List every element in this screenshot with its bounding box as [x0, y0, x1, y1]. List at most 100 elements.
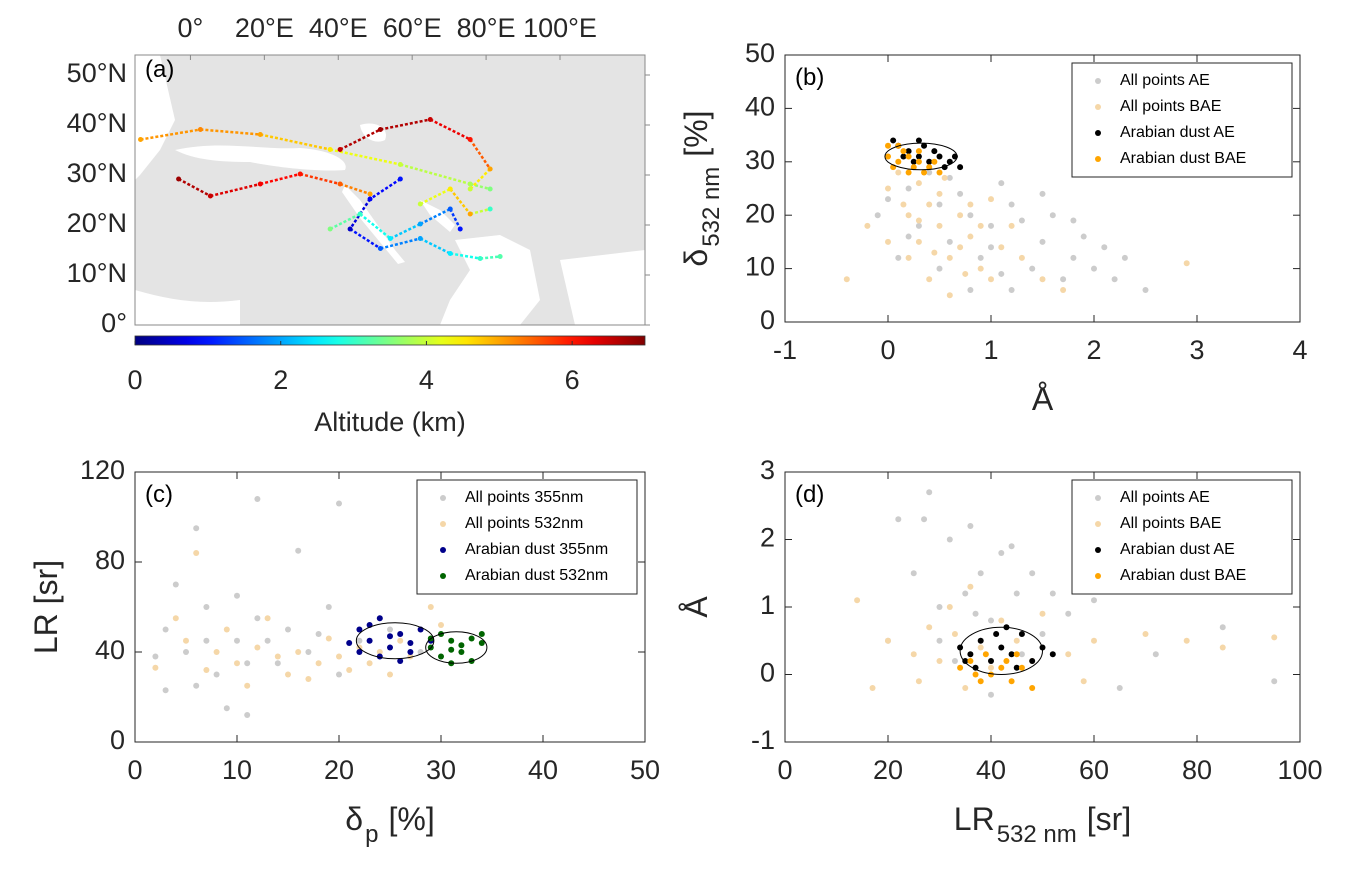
scatter-point: [438, 622, 444, 628]
scatter-point: [977, 637, 984, 644]
scatter-point: [427, 604, 434, 610]
axis-label: LR [sr]: [28, 560, 64, 654]
trajectory-point: [427, 117, 433, 122]
land: [135, 55, 645, 325]
scatter-point: [993, 631, 1000, 637]
scatter-point: [356, 626, 363, 633]
legend-marker: [1095, 156, 1101, 162]
trajectory-point: [397, 176, 403, 182]
scatter-point: [244, 660, 251, 667]
scatter-point: [356, 649, 363, 655]
scatter-point: [957, 212, 964, 219]
scatter-point: [905, 153, 912, 160]
scatter-point: [1065, 651, 1072, 658]
scatter-point: [274, 653, 281, 660]
scatter-point: [172, 581, 179, 588]
scatter-point: [1049, 212, 1056, 219]
scatter-point: [1183, 637, 1190, 644]
x-tick-label: 10: [222, 755, 252, 785]
scatter-point: [915, 678, 922, 685]
scatter-point: [885, 238, 891, 245]
trajectory-segment: [419, 187, 451, 206]
scatter-point: [1065, 610, 1072, 617]
atlantic: [135, 55, 175, 180]
scatter-point: [203, 667, 210, 673]
trajectory-point: [367, 196, 373, 202]
scatter-point: [921, 516, 928, 523]
trajectory-point: [487, 166, 493, 172]
scatter-point: [1018, 254, 1025, 261]
colorbar-tick-label: 6: [565, 365, 580, 395]
trajectory-point: [497, 254, 503, 259]
scatter-point: [988, 222, 994, 229]
scatter-point: [1091, 265, 1097, 272]
scatter-point: [910, 164, 917, 171]
scatter-point: [905, 254, 912, 261]
legend-marker: [440, 547, 446, 553]
persian-gulf: [420, 200, 455, 232]
scatter-point: [295, 649, 302, 655]
trajectory-point: [487, 186, 493, 192]
scatter-point: [936, 265, 943, 272]
scatter-point: [946, 254, 953, 261]
scatter-point: [931, 158, 938, 165]
trajectory-point: [138, 137, 144, 142]
trajectory-point: [467, 181, 473, 187]
legend-marker: [1095, 521, 1101, 527]
trajectory-point: [417, 236, 423, 241]
trajectory-segment: [450, 252, 481, 260]
scatter-point: [931, 249, 938, 256]
trajectory-segment: [349, 198, 372, 230]
scatter-point: [988, 691, 994, 698]
scatter-point: [1219, 644, 1226, 651]
scatter-point: [407, 649, 414, 655]
scatter-point: [885, 637, 891, 644]
trajectory-segment: [200, 128, 261, 136]
arabian-sea: [440, 235, 540, 325]
scatter-point: [1013, 651, 1020, 658]
scatter-point: [458, 649, 465, 655]
x-tick-label: 0: [127, 755, 142, 785]
axis-label: LR532 nm [sr]: [954, 801, 1131, 848]
scatter-point: [988, 658, 994, 664]
scatter-point: [234, 637, 240, 644]
scatter-point: [946, 604, 953, 610]
scatter-point: [885, 153, 891, 160]
axis-label: Å: [678, 596, 714, 618]
scatter-point: [921, 142, 928, 149]
scatter-point: [183, 649, 189, 655]
trajectory-segment: [389, 222, 421, 240]
axis-label-part: LR [sr]: [28, 560, 64, 654]
scatter-point: [1008, 678, 1015, 685]
scatter-point: [254, 644, 261, 651]
scatter-point: [1111, 276, 1118, 283]
x-tick-label: 60: [1079, 755, 1109, 785]
scatter-point: [183, 637, 189, 644]
scatter-point: [264, 637, 271, 644]
scatter-point: [478, 631, 485, 637]
trajectory-point: [447, 186, 453, 192]
x-tick-label: 100°E: [523, 13, 597, 43]
y-tick-label: 10: [745, 252, 775, 282]
trajectory-point: [417, 221, 423, 227]
scatter-point: [977, 265, 984, 272]
legend-marker: [1095, 104, 1101, 110]
trajectory-segment: [449, 208, 462, 230]
legend: [416, 479, 638, 595]
scatter-point: [1003, 658, 1010, 664]
scatter-point: [1018, 664, 1025, 671]
legend-marker: [1095, 547, 1101, 553]
scatter-point: [926, 201, 933, 208]
map-background: [135, 55, 645, 325]
legend: [1071, 479, 1293, 595]
ellipse: [425, 631, 488, 664]
scatter-point: [957, 164, 964, 171]
scatter-point: [972, 664, 979, 671]
trajectory-point: [257, 181, 263, 187]
scatter-point: [1091, 637, 1097, 644]
scatter-point: [926, 276, 933, 283]
trajectory-point: [457, 226, 463, 232]
scatter-point: [915, 217, 922, 224]
trajectory-segment: [469, 207, 491, 216]
